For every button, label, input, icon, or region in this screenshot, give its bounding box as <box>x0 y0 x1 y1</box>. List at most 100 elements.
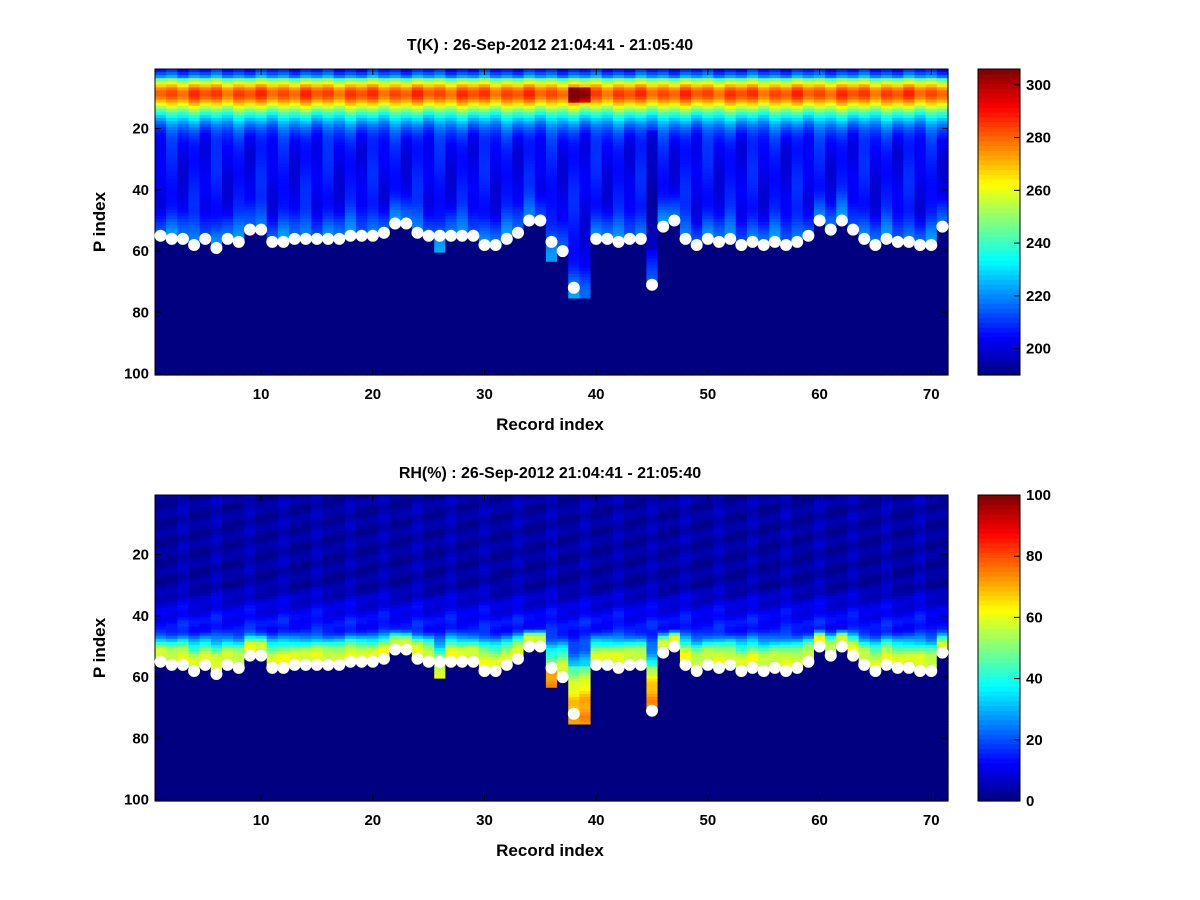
heatmap-cell <box>155 200 167 205</box>
heatmap-cell <box>155 267 167 272</box>
heatmap-cell <box>244 286 257 290</box>
heatmap-cell <box>456 356 469 361</box>
heatmap-cell <box>389 295 402 300</box>
heatmap-cell <box>378 154 391 159</box>
heatmap-cell <box>356 127 368 131</box>
heatmap-cell <box>423 362 435 367</box>
heatmap-cell <box>210 304 223 309</box>
heatmap-cell <box>322 142 335 147</box>
heatmap-cell <box>568 252 581 257</box>
heatmap-cell <box>255 270 268 275</box>
heatmap-cell <box>579 157 592 162</box>
heatmap-cell <box>266 114 279 119</box>
heatmap-cell <box>456 341 469 345</box>
heatmap-cell <box>423 240 435 245</box>
heatmap-cell <box>434 289 446 293</box>
heatmap-cell <box>467 124 480 128</box>
heatmap-cell <box>512 222 525 226</box>
heatmap-cell <box>400 194 413 199</box>
heatmap-cell <box>557 280 569 284</box>
heatmap-cell <box>523 148 536 153</box>
heatmap-cell <box>367 249 379 254</box>
heatmap-cell <box>311 341 324 345</box>
heatmap-cell <box>512 243 525 248</box>
heatmap-cell <box>155 322 167 327</box>
heatmap-cell <box>568 335 581 339</box>
heatmap-cell <box>333 368 346 373</box>
heatmap-cell <box>155 292 167 297</box>
heatmap-cell <box>166 359 178 364</box>
heatmap-cell <box>490 329 502 333</box>
heatmap-cell <box>545 176 558 180</box>
heatmap-cell <box>188 188 201 192</box>
heatmap-cell <box>333 222 346 226</box>
heatmap-cell <box>512 209 525 214</box>
heatmap-cell <box>233 173 245 177</box>
heatmap-cell <box>400 322 413 327</box>
heatmap-cell <box>367 362 379 367</box>
heatmap-cell <box>456 222 469 226</box>
heatmap-cell <box>311 243 324 248</box>
heatmap-cell <box>177 270 190 275</box>
heatmap-cell <box>266 283 279 287</box>
heatmap-cell <box>534 371 547 376</box>
heatmap-cell <box>244 261 257 266</box>
heatmap-cell <box>400 289 413 293</box>
heatmap-cell <box>199 136 212 140</box>
heatmap-cell <box>222 215 234 220</box>
heatmap-cell <box>400 173 413 177</box>
heatmap-cell <box>545 90 558 95</box>
heatmap-cell <box>579 344 592 349</box>
heatmap-cell <box>155 338 167 342</box>
heatmap-cell <box>434 124 446 128</box>
heatmap-cell <box>400 157 413 162</box>
heatmap-cell <box>166 249 178 254</box>
heatmap-cell <box>501 84 514 88</box>
heatmap-cell <box>490 234 502 238</box>
heatmap-cell <box>210 231 223 235</box>
heatmap-cell <box>423 188 435 192</box>
heatmap-cell <box>378 240 391 245</box>
heatmap-cell <box>367 261 379 266</box>
heatmap-cell <box>199 96 212 101</box>
heatmap-cell <box>255 347 268 352</box>
heatmap-cell <box>266 270 279 275</box>
heatmap-cell <box>333 283 346 287</box>
heatmap-cell <box>490 261 502 266</box>
heatmap-cell <box>512 139 525 144</box>
heatmap-cell <box>233 313 245 318</box>
heatmap-cell <box>322 335 335 339</box>
heatmap-cell <box>534 240 547 245</box>
heatmap-cell <box>155 362 167 367</box>
heatmap-cell <box>445 111 458 116</box>
heatmap-cell <box>244 84 257 88</box>
heatmap-cell <box>322 87 335 92</box>
heatmap-cell <box>512 258 525 263</box>
heatmap-cell <box>568 240 581 245</box>
heatmap-cell <box>356 240 368 245</box>
heatmap-cell <box>434 326 446 330</box>
heatmap-cell <box>534 130 547 134</box>
heatmap-cell <box>568 231 581 235</box>
heatmap-cell <box>266 359 279 364</box>
heatmap-cell <box>255 133 268 137</box>
heatmap-cell <box>545 332 558 336</box>
heatmap-cell <box>277 96 290 101</box>
heatmap-cell <box>367 176 379 180</box>
heatmap-cell <box>222 124 234 128</box>
heatmap-cell <box>155 139 167 144</box>
heatmap-cell <box>534 234 547 238</box>
heatmap-cell <box>166 264 178 269</box>
heatmap-cell <box>523 151 536 156</box>
heatmap-cell <box>222 87 234 92</box>
heatmap-cell <box>222 84 234 88</box>
heatmap-cell <box>534 197 547 202</box>
heatmap-cell <box>545 130 558 134</box>
heatmap-cell <box>378 274 391 278</box>
heatmap-cell <box>467 365 480 370</box>
heatmap-cell <box>266 166 279 171</box>
heatmap-cell <box>456 261 469 266</box>
heatmap-cell <box>501 87 514 92</box>
heatmap-cell <box>188 69 201 73</box>
heatmap-cell <box>378 341 391 345</box>
